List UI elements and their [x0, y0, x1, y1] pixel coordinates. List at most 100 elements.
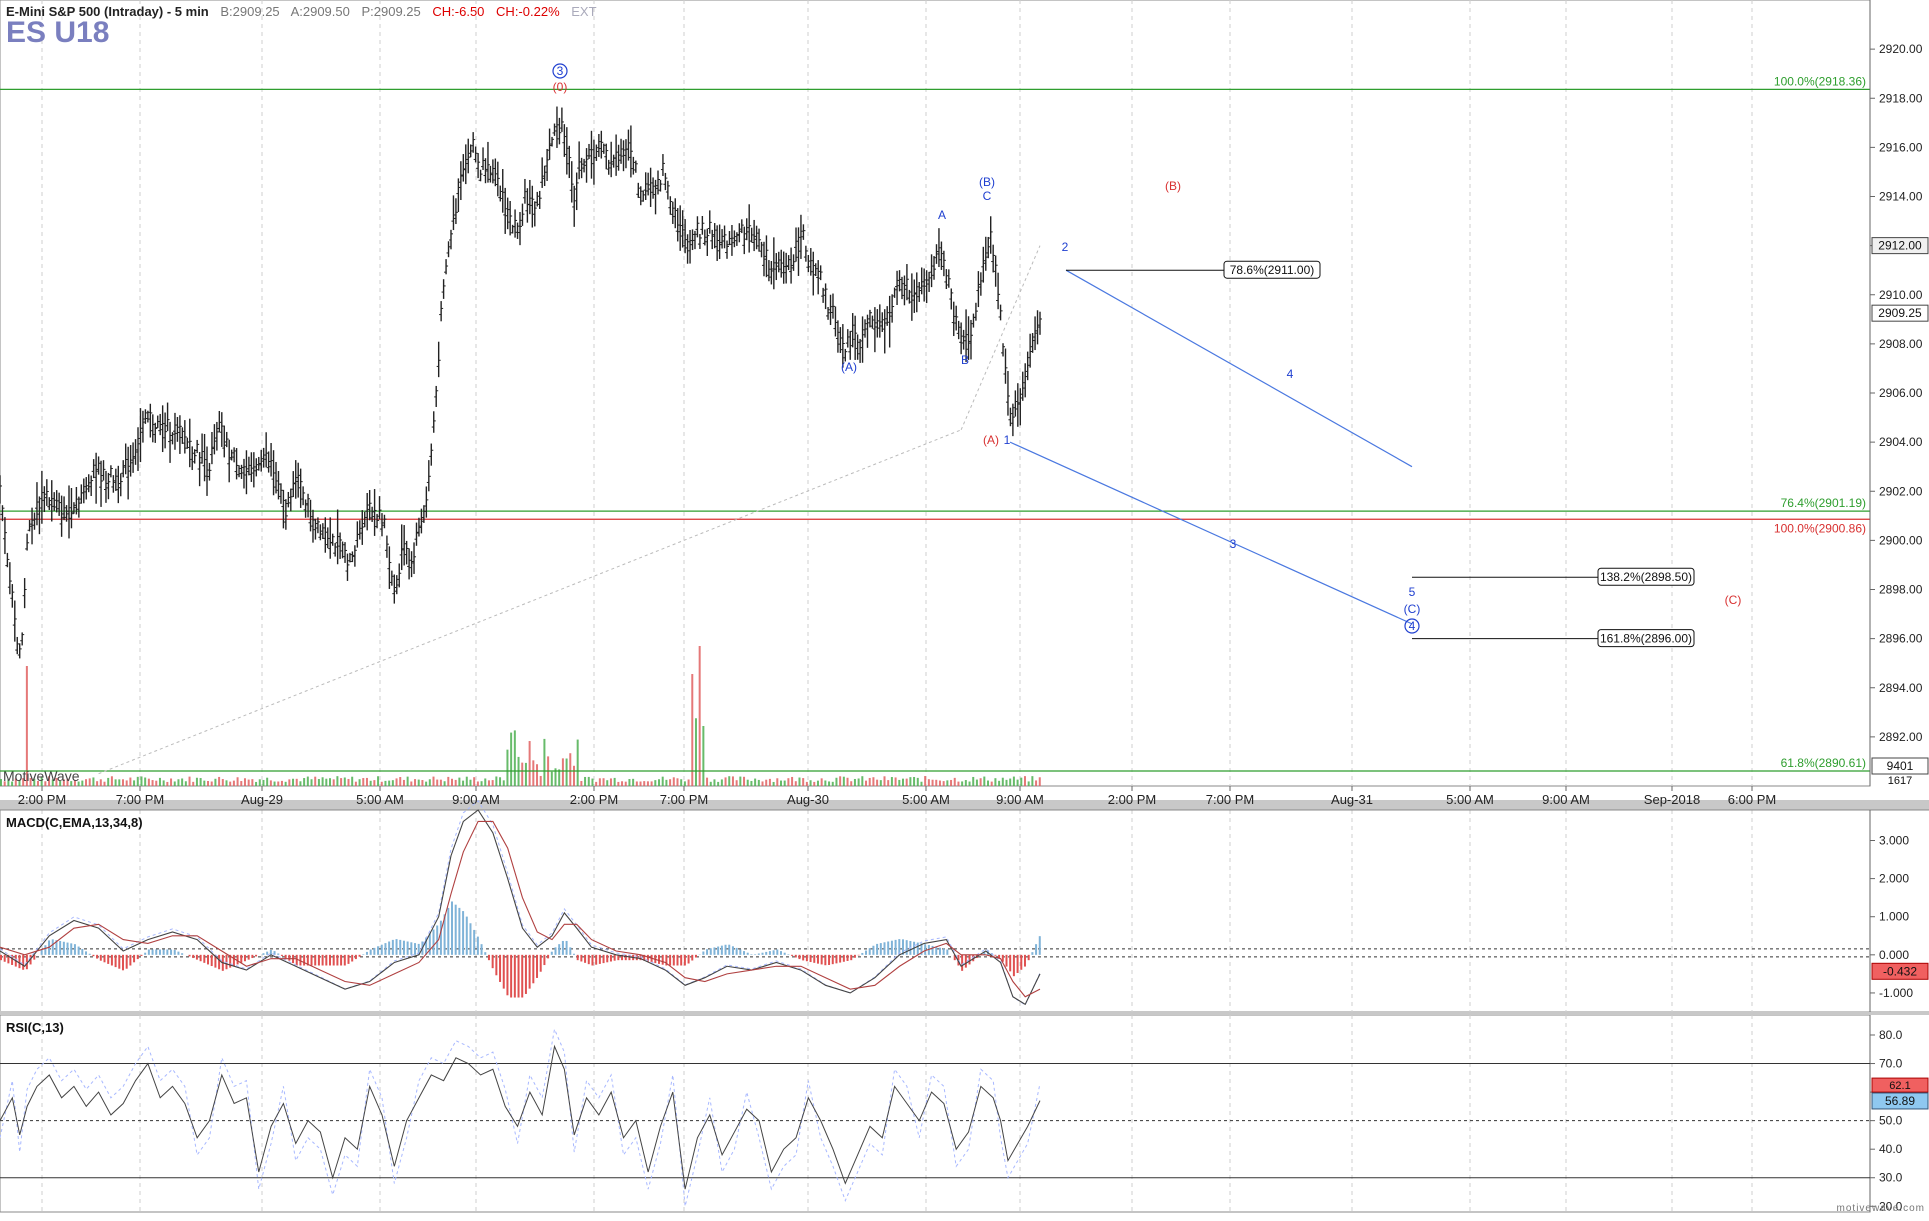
volume-bar — [957, 782, 959, 786]
projection-line — [1010, 442, 1412, 624]
macd-histogram-bar — [503, 955, 505, 989]
macd-histogram-bar — [392, 940, 394, 955]
volume-bar — [654, 780, 656, 786]
volume-bar — [440, 780, 442, 786]
macd-histogram-bar — [414, 943, 416, 955]
macd-histogram-bar — [218, 955, 220, 969]
macd-histogram-bar — [813, 955, 815, 963]
channel-line — [99, 430, 962, 774]
macd-histogram-bar — [784, 953, 786, 955]
volume-bar — [118, 779, 120, 786]
macd-histogram-bar — [717, 947, 719, 955]
volume-bar — [895, 777, 897, 786]
x-tick-label: Aug-31 — [1331, 792, 1373, 807]
price-axis-label: 2892.00 — [1879, 730, 1923, 744]
macd-axis-label: -1.000 — [1879, 986, 1913, 1000]
macd-histogram-bar — [758, 953, 760, 954]
volume-bar — [765, 780, 767, 786]
macd-histogram-bar — [244, 955, 246, 961]
macd-histogram-bar — [340, 955, 342, 966]
macd-histogram-bar — [769, 951, 771, 955]
volume-bar — [728, 776, 730, 786]
volume-bar — [347, 779, 349, 786]
volume-bar — [998, 781, 1000, 786]
fib-level-label: 100.0%(2900.86) — [1774, 521, 1866, 535]
volume-bar — [743, 777, 745, 786]
volume-bar — [366, 778, 368, 786]
volume-bar — [1020, 778, 1022, 786]
macd-histogram-bar — [359, 955, 361, 957]
macd-histogram-bar — [603, 955, 605, 963]
volume-bar — [225, 780, 227, 786]
volume-bar — [540, 776, 542, 786]
volume-bar — [835, 778, 837, 786]
volume-bar — [436, 780, 438, 786]
macd-histogram-bar — [455, 905, 457, 955]
macd-histogram-bar — [440, 921, 442, 955]
volume-bar — [233, 781, 235, 786]
x-tick-label: 5:00 AM — [356, 792, 404, 807]
macd-histogram-bar — [832, 955, 834, 964]
macd-histogram-bar — [1024, 955, 1026, 967]
macd-histogram-bar — [433, 929, 435, 954]
volume-bar — [370, 781, 372, 786]
macd-histogram-bar — [691, 955, 693, 961]
volume-bar — [200, 778, 202, 786]
volume-bar — [166, 782, 168, 786]
macd-histogram-bar — [688, 955, 690, 964]
rsi-last-value: 56.89 — [1885, 1094, 1915, 1108]
volume-bar — [676, 778, 678, 786]
target-label: 78.6%(2911.00) — [1230, 263, 1315, 277]
volume-bar — [821, 778, 823, 786]
volume-bar — [865, 781, 867, 786]
macd-histogram-bar — [1020, 955, 1022, 970]
macd-histogram-bar — [588, 955, 590, 964]
macd-histogram-bar — [562, 941, 564, 955]
macd-histogram-bar — [1031, 952, 1033, 955]
fib-level-label: 76.4%(2901.19) — [1781, 496, 1866, 510]
macd-band-line — [0, 801, 1040, 1005]
volume-bar — [281, 781, 283, 786]
volume-bar — [115, 779, 117, 786]
wave-label: 4 — [1409, 619, 1416, 633]
price-axis-label: 2900.00 — [1879, 533, 1923, 547]
macd-histogram-bar — [861, 953, 863, 955]
volume-bar — [222, 779, 224, 786]
wave-label: 5 — [1409, 585, 1416, 599]
macd-histogram-bar — [0, 955, 2, 960]
macd-histogram-bar — [1013, 955, 1015, 976]
volume-bar — [695, 718, 697, 786]
macd-histogram-bar — [196, 955, 198, 960]
macd-histogram-bar — [614, 955, 616, 961]
volume-bar — [917, 778, 919, 786]
wave-label: 2 — [1062, 240, 1069, 254]
symbol-label: ES U18 — [6, 16, 109, 50]
volume-bar — [403, 780, 405, 786]
macd-histogram-bar — [732, 946, 734, 955]
macd-histogram-bar — [669, 955, 671, 966]
volume-bar — [189, 777, 191, 786]
macd-histogram-bar — [673, 955, 675, 966]
macd-histogram-bar — [843, 955, 845, 962]
volume-bar — [381, 782, 383, 786]
macd-histogram-bar — [525, 955, 527, 994]
macd-histogram-bar — [495, 955, 497, 975]
volume-bar — [747, 780, 749, 786]
macd-histogram-bar — [262, 953, 264, 955]
macd-histogram-bar — [366, 952, 368, 955]
volume-bar — [444, 781, 446, 786]
wave-label: A — [938, 208, 946, 222]
volume-bar — [307, 777, 309, 786]
macd-histogram-bar — [377, 946, 379, 955]
volume-bar — [625, 782, 627, 786]
macd-histogram-bar — [200, 955, 202, 961]
wave-label: B — [961, 353, 969, 367]
volume-bar — [0, 779, 2, 786]
volume-bar — [817, 781, 819, 786]
rsi-axis-label: 30.0 — [1879, 1171, 1903, 1185]
volume-bar — [362, 778, 364, 786]
volume-bar — [296, 779, 298, 786]
volume-bar — [495, 776, 497, 786]
